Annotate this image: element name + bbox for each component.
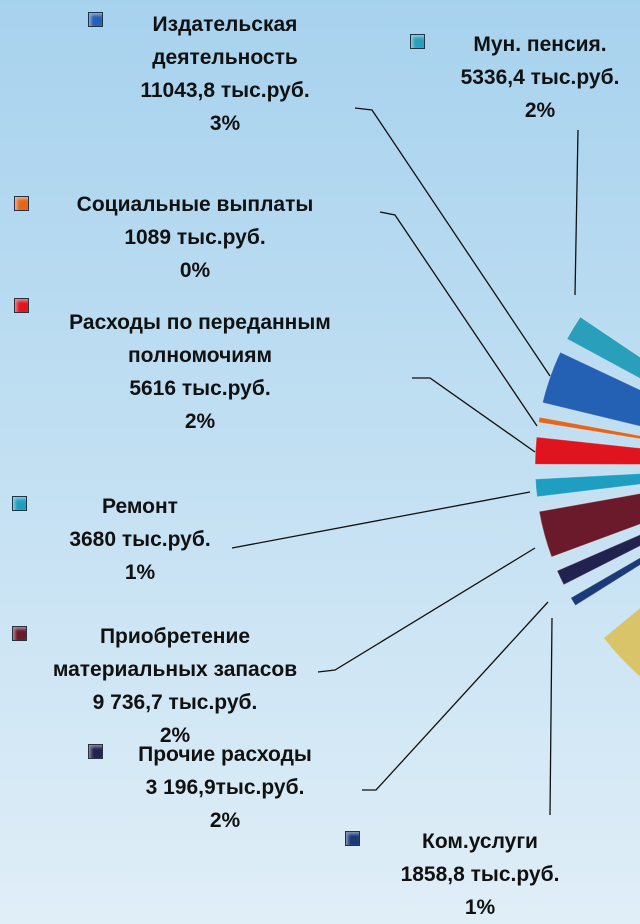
legend-marker	[88, 744, 103, 759]
slice-label: Социальные выплаты 1089 тыс.руб. 0%	[30, 188, 360, 287]
label-name: Ремонт	[102, 495, 178, 518]
legend-marker	[345, 831, 360, 846]
label-percent: 2%	[209, 809, 241, 832]
pie-slice	[538, 493, 640, 558]
leader-line	[317, 547, 536, 673]
legend-marker	[88, 12, 103, 27]
legend-marker	[14, 298, 29, 313]
leader-line	[362, 601, 549, 791]
slice-label: Ком.услуги 1858,8 тыс.руб. 1%	[365, 825, 595, 924]
label-amount: 9 736,7 тыс.руб.	[92, 691, 258, 714]
label-name: Издательская деятельность	[152, 13, 298, 69]
legend-marker	[12, 496, 27, 511]
label-amount: 3 196,9тыс.руб.	[145, 776, 305, 799]
label-name: Ком.услуги	[422, 830, 538, 853]
pie-slice	[541, 351, 640, 427]
legend-marker	[12, 626, 27, 641]
label-name: Прочие расходы	[138, 743, 312, 766]
label-percent: 2%	[159, 724, 191, 747]
pie-slice	[537, 416, 640, 440]
leader-line	[549, 617, 553, 816]
leader-line	[354, 107, 551, 377]
pie-slice	[566, 316, 640, 380]
leader-line	[412, 377, 536, 453]
leader-line	[574, 129, 579, 296]
slice-label: Ремонт 3680 тыс.руб. 1%	[30, 490, 250, 589]
label-amount: 1858,8 тыс.руб.	[400, 863, 560, 886]
label-amount: 3680 тыс.руб.	[69, 528, 211, 551]
label-amount: 5616 тыс.руб.	[129, 377, 271, 400]
pie-slice	[534, 436, 640, 466]
pie-slice	[556, 534, 640, 586]
leader-line	[231, 491, 531, 549]
label-percent: 1%	[464, 896, 496, 919]
slice-label: Расходы по переданным полномочиям 5616 ты…	[30, 306, 370, 438]
pie-slice	[570, 557, 640, 607]
legend-marker	[410, 34, 425, 49]
slice-label: Мун. пенсия. 5336,4 тыс.руб. 2%	[440, 28, 640, 127]
leader-line	[379, 211, 538, 427]
label-percent: 3%	[209, 112, 241, 135]
label-name: Приобретение материальных запасов	[52, 625, 298, 681]
slice-label: Издательская деятельность 11043,8 тыс.руб…	[115, 8, 335, 140]
label-name: Расходы по переданным полномочиям	[69, 311, 331, 367]
label-percent: 2%	[184, 410, 216, 433]
label-percent: 1%	[124, 561, 156, 584]
label-amount: 11043,8 тыс.руб.	[140, 79, 310, 102]
label-percent: 2%	[524, 99, 556, 122]
label-name: Мун. пенсия.	[473, 33, 607, 56]
pie-slice	[534, 472, 640, 498]
decor-slice	[604, 608, 640, 677]
label-amount: 1089 тыс.руб.	[124, 226, 266, 249]
legend-marker	[14, 196, 29, 211]
label-amount: 5336,4 тыс.руб.	[460, 66, 620, 89]
slice-label: Прочие расходы 3 196,9тыс.руб. 2%	[95, 738, 355, 837]
label-name: Социальные выплаты	[76, 193, 314, 216]
slice-label: Приобретение материальных запасов 9 736,7…	[30, 620, 320, 752]
label-percent: 0%	[179, 259, 211, 282]
